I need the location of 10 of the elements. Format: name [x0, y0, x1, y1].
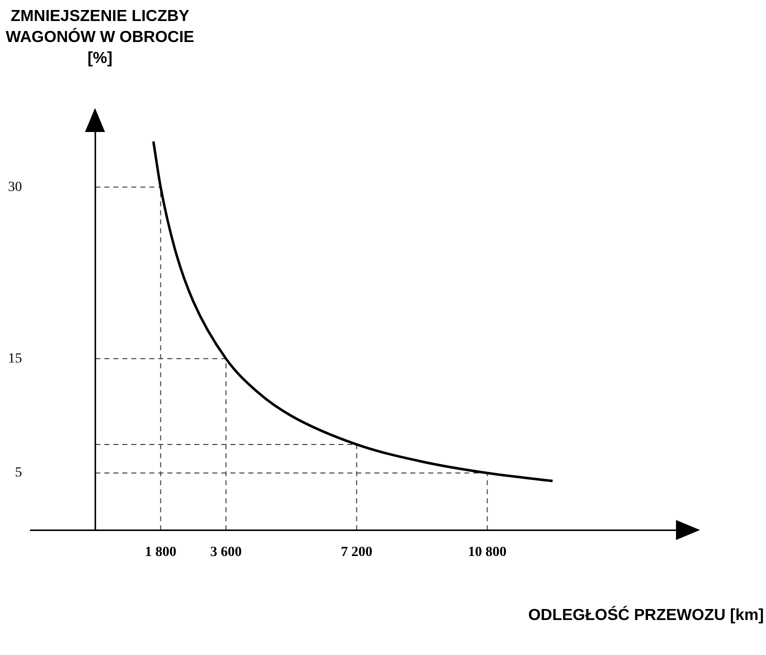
line-series — [152, 140, 554, 482]
y-tick-label: 15 — [8, 351, 22, 366]
x-tick-label: 10 800 — [468, 545, 507, 560]
x-axis-title: ODLEGŁOŚĆ PRZEWOZU [km] — [527, 605, 765, 626]
y-axis-title: ZMNIEJSZENIE LICZBY WAGONÓW W OBROCIE [%] — [4, 7, 196, 69]
x-tick-label: 3 600 — [210, 545, 242, 560]
x-tick-label: 7 200 — [340, 545, 372, 560]
y-tick-label: 5 — [15, 466, 22, 481]
x-tick-label: 1 800 — [144, 545, 176, 560]
y-tick-label: 30 — [8, 180, 22, 195]
